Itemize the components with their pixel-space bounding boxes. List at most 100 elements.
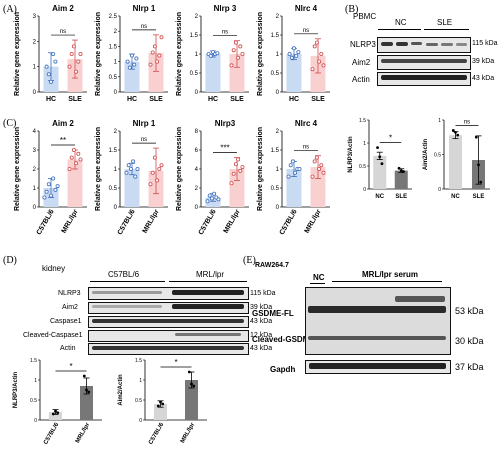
y-tick-label: 1 (114, 167, 118, 173)
data-point (317, 167, 322, 172)
data-point (456, 133, 460, 137)
data-point (297, 167, 302, 172)
y-tick-label: 0 (114, 90, 118, 96)
data-point (477, 163, 480, 167)
data-point (378, 155, 382, 159)
data-point (157, 53, 162, 58)
data-point (67, 64, 72, 69)
data-point (71, 44, 76, 49)
data-point (53, 187, 58, 192)
significance-label: ns (141, 24, 147, 30)
blot-d-kda-actin: 43 kDa (250, 345, 273, 352)
chart-title: Nlrc 4 (295, 119, 318, 128)
y-tick-label: 1.5 (271, 148, 280, 154)
y-tick-label: 1.5 (109, 44, 118, 50)
data-point (236, 157, 241, 162)
data-point (148, 182, 153, 187)
x-tick-label: SLE (230, 96, 244, 103)
data-point (397, 166, 401, 170)
bar (205, 197, 221, 207)
y-tick-label: 0.5 (190, 71, 199, 77)
x-tick-label: SLE (311, 96, 325, 103)
data-point (238, 168, 243, 173)
data-point (76, 151, 81, 156)
data-point (229, 181, 234, 186)
bar (373, 155, 387, 189)
y-tick-label: 1 (114, 60, 118, 66)
data-point (56, 411, 60, 415)
data-point (44, 189, 49, 194)
bar (229, 169, 245, 207)
y-tick-label: 2 (33, 39, 37, 45)
data-point (46, 182, 51, 187)
y-tick-label: 1 (363, 141, 366, 147)
data-point (474, 135, 478, 139)
data-point (150, 50, 155, 55)
y-tick-label: 1 (34, 378, 37, 384)
bar (67, 159, 83, 207)
chart-d-aim2-actin: Aim2/Actin 0 0.5 1 1.5 C57BL/6 MRL/lpr * (118, 358, 207, 446)
y-tick-label: 1 (276, 52, 280, 58)
bar (286, 169, 302, 207)
y-tick-label: 0.5 (109, 186, 118, 192)
y-tick-label: 2 (114, 29, 118, 35)
data-point (205, 199, 210, 204)
bar (124, 61, 140, 92)
blot-b-header: PBMC (353, 12, 377, 21)
y-tick-label: 3 (33, 14, 37, 20)
data-point (292, 46, 297, 51)
x-tick-label: MRL/lpr (223, 208, 242, 234)
blot-band (92, 291, 162, 294)
data-point (159, 35, 164, 40)
blot-band (92, 305, 162, 308)
blot-band (309, 363, 446, 369)
y-tick-label: 1 (276, 167, 280, 173)
data-point (238, 44, 243, 49)
bar (154, 404, 167, 420)
y-tick-label: 1 (139, 378, 142, 384)
y-tick-label: 0.5 (135, 398, 142, 404)
panel-label-b: (B) (345, 4, 359, 15)
x-tick-label: HC (208, 96, 218, 103)
x-tick-label: C57BL/6 (117, 208, 137, 236)
y-tick-label: 4 (33, 129, 37, 135)
blot-band (395, 296, 445, 302)
data-point (321, 170, 326, 175)
data-point (296, 50, 301, 55)
blot-e-header: RAW264.7 (255, 262, 289, 269)
blot-band (381, 42, 393, 46)
y-tick-label: 0.5 (271, 186, 280, 192)
data-point (231, 171, 236, 176)
data-point (78, 52, 83, 57)
panel-label-c: (C) (3, 118, 17, 129)
data-point (231, 48, 236, 53)
data-point (74, 161, 79, 166)
y-tick-label: 0.5 (30, 398, 37, 404)
data-point (286, 174, 291, 179)
chart-title: Nlrp 1 (133, 4, 156, 13)
blot-band (92, 346, 244, 350)
x-tick-label: C57BL/6 (279, 208, 299, 236)
blot-b-label-actin: Actin (352, 75, 370, 84)
x-tick-label: MRL/lpr (304, 208, 323, 234)
x-tick-label: C57BL/6 (36, 208, 56, 236)
data-point (451, 128, 455, 132)
y-tick-label: 0 (33, 90, 37, 96)
data-point (148, 62, 153, 67)
data-point (71, 147, 76, 152)
blot-d-label-aim2: Aim2 (62, 304, 78, 311)
y-tick-label: 1.5 (359, 118, 366, 124)
y-axis-label: Relative gene expression (14, 12, 21, 96)
y-tick-label: 1.5 (190, 33, 199, 39)
data-point (53, 59, 58, 64)
blot-d-kda-cleaved-caspase1: 12 kDa (250, 332, 273, 339)
data-point (74, 69, 79, 74)
x-tick-label: SLE (473, 194, 485, 200)
y-axis-label: Relative gene expression (176, 127, 183, 211)
blot-d-label-actin: Actin (60, 345, 76, 352)
data-point (288, 163, 293, 168)
blot-band (308, 306, 446, 313)
blot-e-group-mrl: MRL/lpr serum (362, 270, 419, 279)
blot-d-header: kidney (42, 264, 66, 273)
data-point (131, 159, 136, 164)
